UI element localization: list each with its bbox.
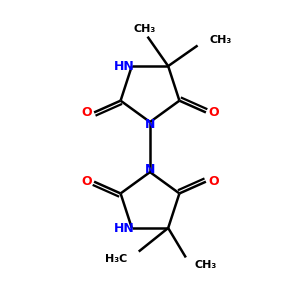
Text: O: O xyxy=(81,175,92,188)
Text: CH₃: CH₃ xyxy=(134,24,156,34)
Text: O: O xyxy=(81,106,92,119)
Text: CH₃: CH₃ xyxy=(209,34,232,45)
Text: N: N xyxy=(145,163,155,176)
Text: CH₃: CH₃ xyxy=(195,260,217,270)
Text: O: O xyxy=(208,175,219,188)
Text: H₃C: H₃C xyxy=(105,254,127,264)
Text: HN: HN xyxy=(114,60,135,73)
Text: O: O xyxy=(208,106,219,119)
Text: HN: HN xyxy=(114,221,135,235)
Text: N: N xyxy=(145,118,155,131)
